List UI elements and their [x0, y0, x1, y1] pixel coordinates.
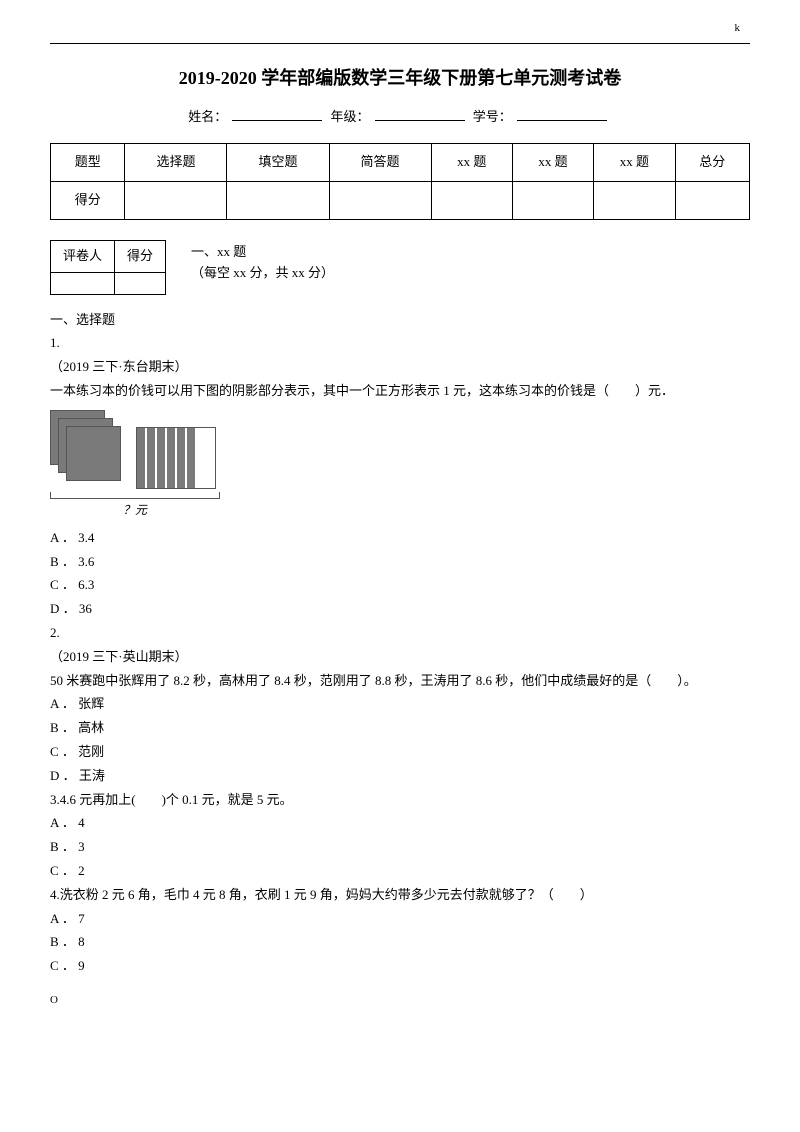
- score-col: 得分: [115, 240, 166, 272]
- q2-optB: B ． 高林: [50, 718, 750, 739]
- q3-optC: C ． 2: [50, 861, 750, 882]
- q2-optC: C ． 范刚: [50, 742, 750, 763]
- q2-optD: D ． 王涛: [50, 766, 750, 787]
- grade-blank[interactable]: [375, 120, 465, 121]
- q3-optA: A ． 4: [50, 813, 750, 834]
- th-fill: 填空题: [227, 144, 329, 182]
- grade-label: 年级：: [330, 109, 369, 124]
- q1-source: （2019 三下·东台期末）: [50, 357, 750, 378]
- th-xx3: xx 题: [594, 144, 675, 182]
- score-cell[interactable]: [125, 181, 227, 219]
- table-header-row: 题型 选择题 填空题 简答题 xx 题 xx 题 xx 题 总分: [51, 144, 750, 182]
- q2-optA: A ． 张辉: [50, 694, 750, 715]
- q1-optD: D ． 36: [50, 599, 750, 620]
- q1-image: ？元: [50, 410, 750, 520]
- header-mark: k: [50, 20, 750, 38]
- table-score-row: 得分: [51, 181, 750, 219]
- score-cell[interactable]: [431, 181, 512, 219]
- th-short: 简答题: [329, 144, 431, 182]
- q4-optB: B ． 8: [50, 932, 750, 953]
- stripes-icon: [136, 427, 216, 489]
- q4-optA: A ． 7: [50, 909, 750, 930]
- section-choice-title: 一、选择题: [50, 310, 750, 331]
- score-cell[interactable]: [512, 181, 593, 219]
- score-cell[interactable]: [227, 181, 329, 219]
- q1-optA: A ． 3.4: [50, 528, 750, 549]
- q1-num: 1.: [50, 333, 750, 354]
- student-info-row: 姓名： 年级： 学号：: [50, 107, 750, 128]
- grader-cell[interactable]: [51, 272, 115, 294]
- footer-mark: O: [50, 992, 750, 1010]
- th-xx2: xx 题: [512, 144, 593, 182]
- grader-col: 评卷人: [51, 240, 115, 272]
- id-blank[interactable]: [517, 120, 607, 121]
- page-title: 2019-2020 学年部编版数学三年级下册第七单元测考试卷: [50, 64, 750, 93]
- score-cell[interactable]: [594, 181, 675, 219]
- q1-image-label: ？元: [50, 501, 220, 520]
- th-total: 总分: [675, 144, 749, 182]
- score-cell[interactable]: [329, 181, 431, 219]
- name-blank[interactable]: [232, 120, 322, 121]
- name-label: 姓名：: [188, 109, 227, 124]
- row-label: 得分: [51, 181, 125, 219]
- q3-text: 3.4.6 元再加上( )个 0.1 元，就是 5 元。: [50, 790, 750, 811]
- score-table: 题型 选择题 填空题 简答题 xx 题 xx 题 xx 题 总分 得分: [50, 143, 750, 220]
- q1-text: 一本练习本的价钱可以用下图的阴影部分表示，其中一个正方形表示 1 元，这本练习本…: [50, 381, 750, 402]
- q2-source: （2019 三下·英山期末）: [50, 647, 750, 668]
- q2-num: 2.: [50, 623, 750, 644]
- section-header: 评卷人 得分 一、xx 题 （每空 xx 分，共 xx 分）: [50, 240, 750, 295]
- section-label: 一、xx 题 （每空 xx 分，共 xx 分）: [191, 240, 334, 284]
- q1-optC: C ． 6.3: [50, 575, 750, 596]
- id-label: 学号：: [473, 109, 512, 124]
- section-subtitle: （每空 xx 分，共 xx 分）: [191, 263, 334, 284]
- questions-content: 一、选择题 1. （2019 三下·东台期末） 一本练习本的价钱可以用下图的阴影…: [50, 310, 750, 977]
- score-cell[interactable]: [675, 181, 749, 219]
- section-title: 一、xx 题: [191, 242, 334, 263]
- score-cell[interactable]: [115, 272, 166, 294]
- q3-optB: B ． 3: [50, 837, 750, 858]
- bracket-icon: [50, 491, 220, 499]
- q2-text: 50 米赛跑中张辉用了 8.2 秒，高林用了 8.4 秒，范刚用了 8.8 秒，…: [50, 671, 750, 692]
- th-type: 题型: [51, 144, 125, 182]
- th-xx1: xx 题: [431, 144, 512, 182]
- q1-optB: B ． 3.6: [50, 552, 750, 573]
- q4-text: 4.洗衣粉 2 元 6 角，毛巾 4 元 8 角，衣刷 1 元 9 角，妈妈大约…: [50, 885, 750, 906]
- th-choice: 选择题: [125, 144, 227, 182]
- grader-table: 评卷人 得分: [50, 240, 166, 295]
- q4-optC: C ． 9: [50, 956, 750, 977]
- squares-icon: [50, 410, 125, 482]
- top-divider: [50, 43, 750, 44]
